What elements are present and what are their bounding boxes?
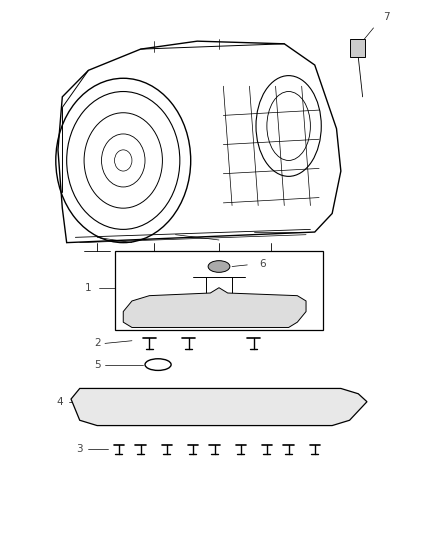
- Bar: [115, 251, 323, 330]
- Polygon shape: [123, 288, 306, 327]
- Text: 3: 3: [76, 445, 83, 455]
- Text: 7: 7: [383, 12, 390, 22]
- Text: 4: 4: [57, 397, 64, 407]
- Bar: [350, 38, 365, 57]
- Polygon shape: [71, 389, 367, 425]
- Text: 5: 5: [94, 360, 100, 369]
- Text: 2: 2: [94, 338, 100, 349]
- Ellipse shape: [208, 261, 230, 272]
- Text: 6: 6: [259, 259, 266, 269]
- Text: 1: 1: [85, 282, 92, 293]
